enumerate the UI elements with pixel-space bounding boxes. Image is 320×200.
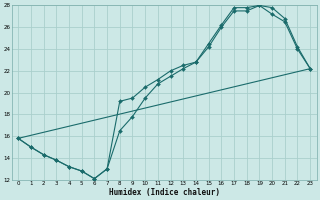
X-axis label: Humidex (Indice chaleur): Humidex (Indice chaleur) bbox=[109, 188, 220, 197]
